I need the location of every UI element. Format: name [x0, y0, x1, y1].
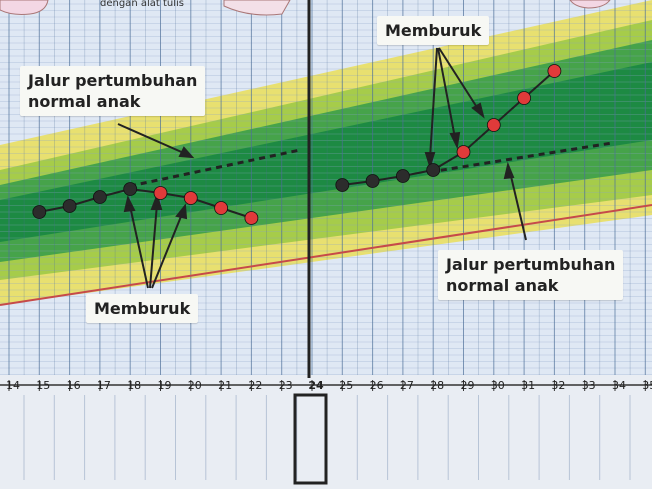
arrowhead-right-1: [424, 152, 436, 170]
tick-label: 34: [612, 379, 626, 392]
bottom-columns: [23, 395, 631, 480]
callout-worsening-left: Memburuk: [86, 294, 199, 323]
tick-label: 15: [36, 379, 50, 392]
tick-label: 31: [521, 379, 535, 392]
x-axis-ticks: 14 15 16 17 18 19 20 21 22 23 24 25 26 27 28 29 30 31 32 33…: [6, 379, 652, 392]
data-points: [32, 64, 562, 225]
point-left-worsening: [214, 201, 229, 215]
point-right-worsening: [486, 118, 501, 132]
tick-label: 29: [461, 379, 475, 392]
top-left-illustration: [0, 0, 49, 15]
callout-normal-left-line1: Jalur pertumbuhan: [28, 71, 198, 90]
point-left-normal: [93, 190, 107, 204]
tick-label: 35: [642, 379, 652, 392]
top-right-illustration: [569, 0, 611, 9]
callout-normal-right: Jalur pertumbuhan normal anak: [438, 250, 624, 300]
arrow-left-normal: [117, 123, 187, 155]
tick-label: 14: [6, 379, 20, 392]
point-right-worsening: [456, 145, 471, 159]
arrowhead-left-3: [175, 203, 188, 220]
tick-label: 18: [127, 379, 141, 392]
callout-worsening-left-text: Memburuk: [94, 299, 191, 318]
tick-label: 33: [582, 379, 596, 392]
point-left-normal: [32, 205, 47, 219]
point-left-normal: [62, 199, 77, 213]
age-24-box: [293, 393, 328, 485]
arrow-left-1: [129, 205, 149, 289]
point-right-worsening: [517, 91, 531, 105]
tick-label: 23: [279, 379, 293, 392]
normal-line-left: [129, 148, 301, 188]
tick-label: 19: [158, 379, 172, 392]
header-caption: dengan alat tulis: [100, 0, 184, 9]
arrow-right-2: [437, 47, 456, 139]
arrows: [117, 47, 527, 289]
tick-label: 21: [218, 379, 232, 392]
tick-label: 24: [308, 379, 324, 392]
point-left-worsening: [183, 191, 198, 205]
normal-line-right: [429, 141, 613, 174]
tick-label: 16: [67, 379, 81, 392]
tick-label: 26: [370, 379, 384, 392]
callout-worsening-right: Memburuk: [377, 16, 490, 45]
point-right-worsening: [547, 64, 562, 78]
callout-normal-right-line1: Jalur pertumbuhan: [446, 255, 616, 274]
tick-label: 30: [491, 379, 505, 392]
tick-label: 25: [339, 379, 353, 392]
tick-label: 27: [400, 379, 414, 392]
arrowhead-left-normal: [178, 146, 195, 159]
point-right-normal: [426, 163, 441, 177]
arrowhead-right-normal: [503, 161, 515, 180]
point-right-normal: [335, 178, 350, 192]
arrowhead-right-3: [471, 102, 485, 119]
lower-boundary-line: [0, 204, 652, 306]
arrowhead-right-2: [449, 131, 461, 150]
tick-label: 17: [97, 379, 111, 392]
arrow-right-3: [438, 47, 479, 110]
tick-label: 20: [188, 379, 202, 392]
callout-normal-left: Jalur pertumbuhan normal anak: [20, 66, 206, 116]
arrow-left-3: [151, 213, 183, 289]
tick-label: 32: [551, 379, 565, 392]
arrow-left-2: [149, 203, 158, 289]
callout-worsening-right-text: Memburuk: [385, 21, 482, 40]
arrowhead-left-1: [123, 195, 136, 213]
point-right-normal: [395, 169, 410, 183]
top-middle-illustration: [223, 0, 291, 16]
point-left-worsening: [244, 211, 259, 225]
arrow-right-normal: [509, 171, 527, 241]
point-left-worsening: [153, 186, 168, 200]
callout-normal-left-line2: normal anak: [28, 92, 141, 111]
callout-normal-right-line2: normal anak: [446, 276, 559, 295]
point-left-normal: [123, 182, 138, 196]
tick-label: 28: [430, 379, 444, 392]
point-right-normal: [365, 174, 380, 188]
arrow-right-1: [429, 47, 438, 159]
arrowhead-left-2: [150, 192, 163, 210]
tick-label: 22: [248, 379, 262, 392]
